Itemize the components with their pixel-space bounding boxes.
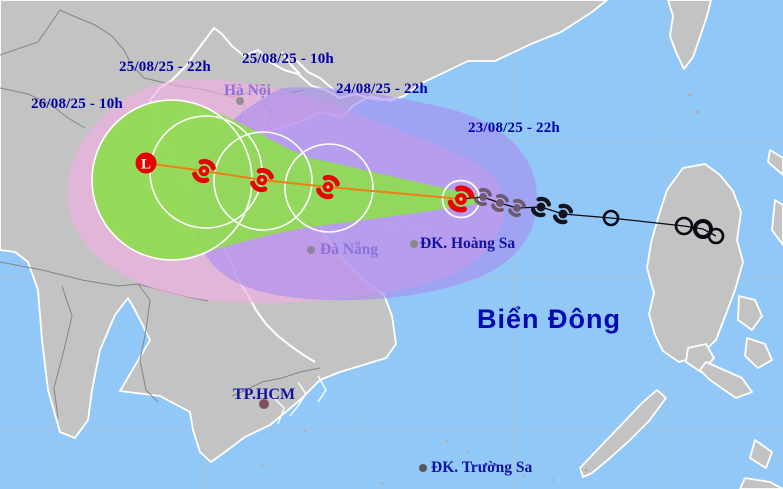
island-sliver-e2 [767, 149, 783, 176]
island-sliver-e3 [749, 439, 773, 469]
typhoon-icon-current [450, 188, 471, 209]
remnant-circle [693, 219, 713, 239]
remnant-circle [707, 227, 725, 245]
label-danang: Đà Nẵng [320, 241, 379, 258]
island-taiwan [667, 0, 712, 70]
island-visayas-b [744, 337, 773, 369]
sea-name-label: Biển Đông [477, 304, 621, 334]
island-sliver-e4 [739, 477, 783, 489]
remnant-circle [674, 216, 694, 236]
hcm-dot [259, 399, 269, 409]
label-tphcm: TP.HCM [233, 386, 296, 403]
island-palawan [579, 389, 667, 478]
date-label-24-08-22h: 24/08/25 - 22h [336, 81, 428, 97]
label-hanoi: Hà Nội [224, 82, 271, 99]
typhoon-icon-red [319, 177, 338, 196]
date-label-25-08-22h: 25/08/25 - 22h [119, 59, 211, 75]
forecast-uncertainty-circles [91, 99, 481, 261]
label-truongsa: ĐK. Trường Sa [431, 459, 533, 476]
island-luzon [646, 163, 744, 363]
forecast-storm-symbols: L [135, 152, 472, 210]
island-visayas-c [699, 361, 753, 399]
remnant-circle [602, 209, 620, 227]
truongsa-dot [419, 464, 427, 472]
low-pressure-letter: L [141, 157, 151, 173]
place-dots [236, 97, 427, 472]
danang-dot [307, 246, 315, 254]
hanoi-dot [236, 97, 244, 105]
date-label-25-08-10h: 25/08/25 - 10h [242, 51, 334, 67]
low-pressure-symbol: L [135, 152, 157, 174]
date-label-23-08-22h: 23/08/25 - 22h [468, 120, 560, 136]
island-sliver-e1 [771, 199, 783, 246]
label-hoangsa: ĐK. Hoàng Sa [420, 235, 516, 252]
forecast-cone-green [91, 100, 477, 261]
past-storm-symbols [474, 187, 725, 245]
typhoon-icon-red [253, 170, 272, 189]
typhoon-icon-red [195, 161, 214, 180]
hoangsa-dot [410, 240, 418, 248]
island-visayas-a [737, 295, 763, 331]
date-label-26-08-10h: 26/08/25 - 10h [31, 96, 123, 112]
